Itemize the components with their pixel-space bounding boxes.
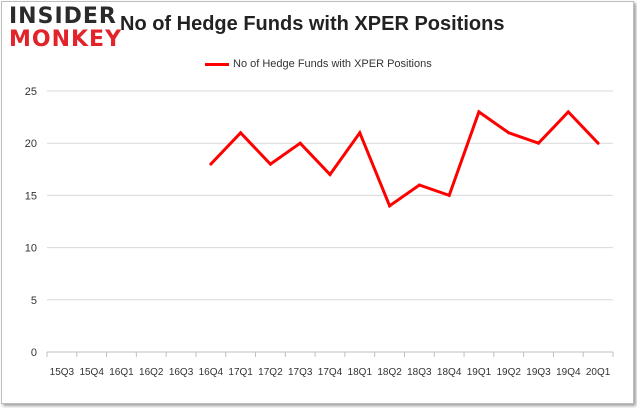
x-tick-label: 16Q1	[109, 367, 134, 378]
x-tick-label: 17Q3	[288, 367, 313, 378]
legend-swatch	[205, 62, 229, 66]
data-point	[447, 193, 451, 197]
x-tick-label: 19Q3	[526, 367, 551, 378]
chart-title: No of Hedge Funds with XPER Positions	[120, 13, 505, 35]
data-point	[566, 110, 570, 114]
x-tick-label: 19Q1	[467, 367, 492, 378]
insider-monkey-logo: INSIDER MONKEY	[9, 4, 123, 52]
y-tick-label: 5	[31, 295, 37, 307]
x-tick-label: 15Q3	[50, 367, 75, 378]
x-tick-label: 16Q4	[199, 367, 224, 378]
data-point	[268, 162, 272, 166]
logo-line-1: INSIDER	[9, 4, 117, 29]
data-point	[239, 131, 243, 135]
y-tick-label: 0	[31, 347, 37, 359]
x-tick-label: 19Q4	[556, 367, 581, 378]
y-tick-label: 15	[25, 190, 37, 202]
data-point	[596, 141, 600, 145]
data-point	[209, 162, 213, 166]
x-tick-label: 16Q2	[139, 367, 164, 378]
x-tick-label: 19Q2	[497, 367, 522, 378]
logo-line-2: MONKEY	[9, 27, 123, 52]
chart-legend: No of Hedge Funds with XPER Positions	[205, 57, 432, 71]
x-tick-label: 18Q4	[437, 367, 462, 378]
x-tick-label: 17Q1	[228, 367, 253, 378]
x-tick-label: 16Q3	[169, 367, 194, 378]
data-point	[477, 110, 481, 114]
x-tick-label: 17Q2	[258, 367, 283, 378]
data-point	[417, 183, 421, 187]
x-tick-label: 18Q3	[407, 367, 432, 378]
series-line	[209, 109, 600, 209]
x-tick-label: 15Q4	[79, 367, 104, 378]
data-point	[328, 173, 332, 177]
legend-label: No of Hedge Funds with XPER Positions	[233, 58, 432, 70]
data-point	[507, 131, 511, 135]
x-tick-label: 17Q4	[318, 367, 343, 378]
data-point	[388, 204, 392, 208]
y-tick-label: 10	[25, 243, 37, 255]
x-tick-label: 18Q1	[348, 367, 373, 378]
y-tick-label: 20	[25, 138, 37, 150]
y-tick-label: 25	[25, 86, 37, 98]
data-point	[537, 141, 541, 145]
data-point	[358, 131, 362, 135]
x-tick-label: 18Q2	[377, 367, 402, 378]
data-point	[298, 141, 302, 145]
x-tick-label: 20Q1	[586, 367, 611, 378]
